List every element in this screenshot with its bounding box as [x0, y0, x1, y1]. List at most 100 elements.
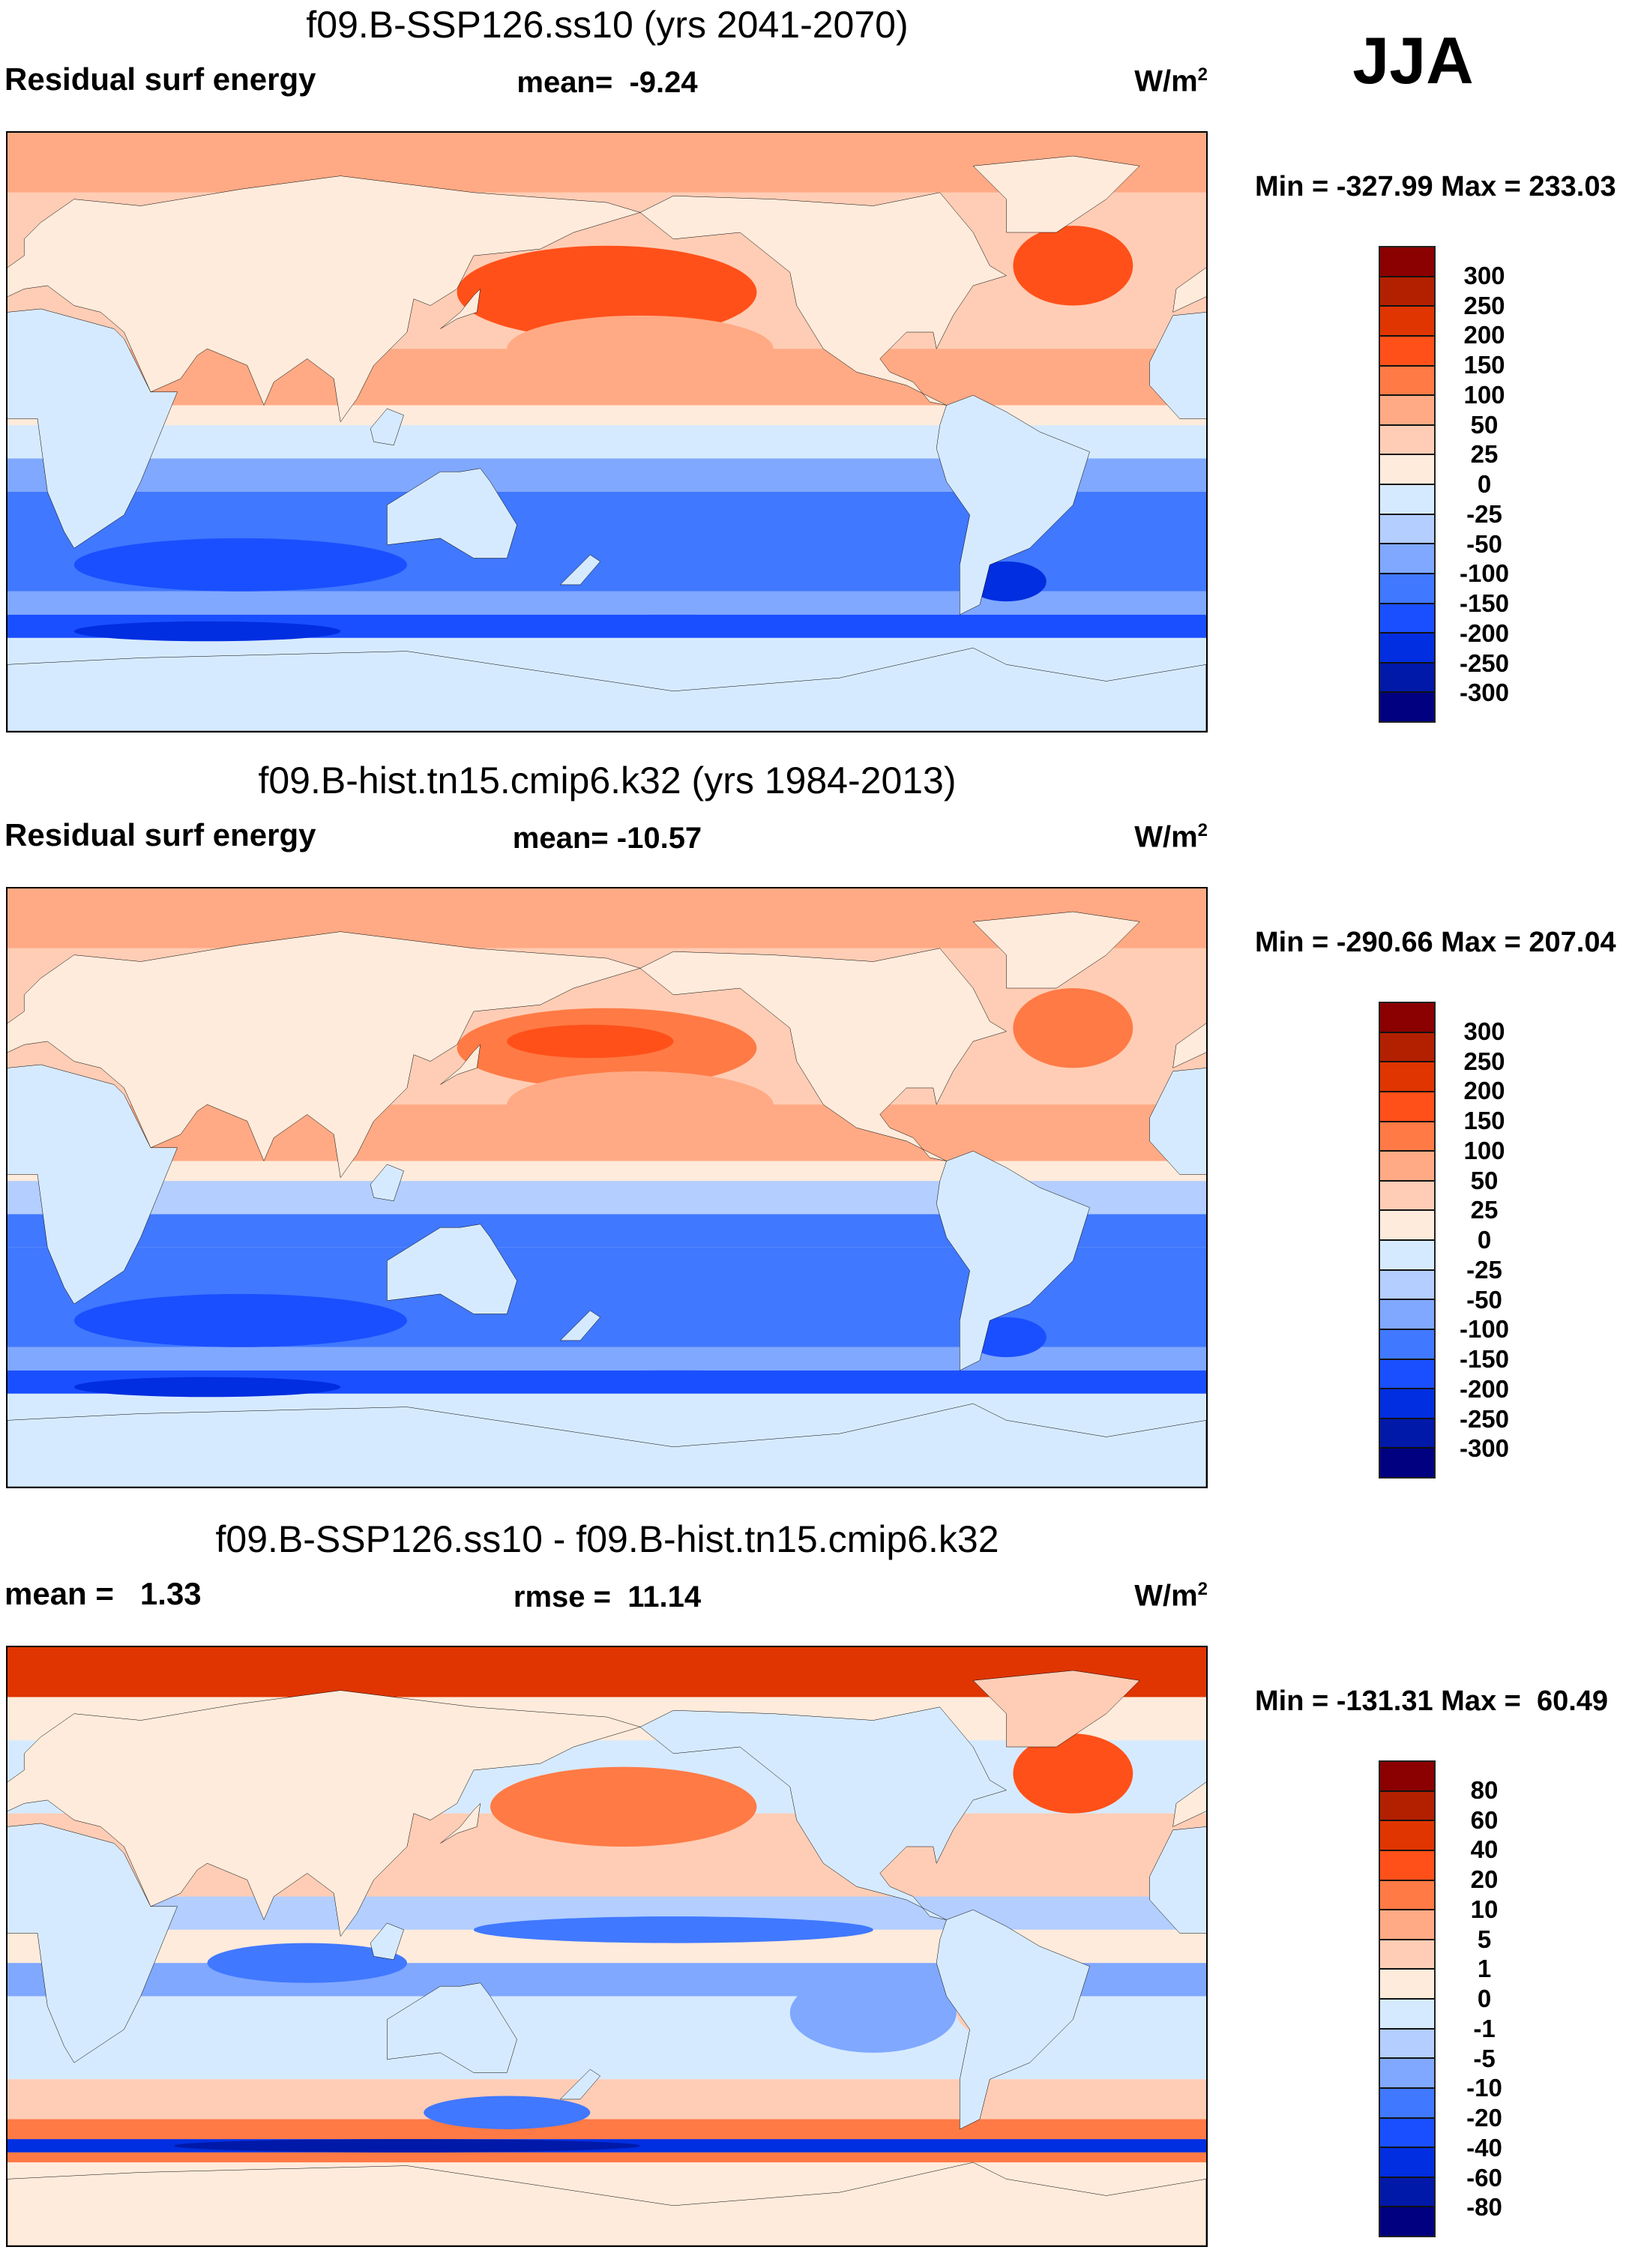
continent-borneo: [370, 1923, 403, 1960]
field-anomaly: [73, 538, 407, 592]
latitude-band: [7, 2079, 1206, 2120]
latitude-band: [7, 1161, 1206, 1182]
units-sup: 2: [1197, 1579, 1208, 1599]
continent-greenland: [973, 1670, 1139, 1747]
colorbar-swatch: [1380, 1762, 1434, 1792]
field-anomaly: [73, 621, 341, 642]
colorbar-tick-label: -60: [1466, 2163, 1502, 2192]
colorbar-tick-label: -200: [1459, 619, 1510, 647]
continent-africa: [1149, 1065, 1206, 1304]
colorbar-tick-label: -1: [1473, 2014, 1496, 2042]
map-plot: [6, 131, 1208, 733]
colorbar-swatch: [1380, 485, 1434, 515]
colorbar-swatch: [1380, 1449, 1434, 1477]
field-anomaly: [473, 1370, 873, 1391]
field-anomaly: [457, 245, 757, 339]
season-label: JJA: [1352, 23, 1474, 97]
colorbar-tick-label: 20: [1470, 1865, 1499, 1893]
colorbar-swatch: [1380, 1419, 1434, 1449]
continent-eurasia: [1173, 176, 1206, 422]
colorbar-swatch: [1380, 1880, 1434, 1911]
colorbar-swatch: [1380, 1270, 1434, 1301]
variable-label: Residual surf energy: [4, 61, 316, 97]
colorbar-swatch: [1380, 663, 1434, 694]
colorbar-tick-label: 1: [1477, 1955, 1492, 1983]
colorbar-tick-label: -25: [1466, 499, 1502, 528]
colorbar-tick-label: 25: [1470, 1196, 1499, 1224]
min-max-label: Min = -327.99 Max = 233.03: [1255, 171, 1616, 202]
colorbar-tick-label: -25: [1466, 1255, 1502, 1284]
colorbar-tick-label: -250: [1459, 1404, 1510, 1433]
map-plot: [6, 1646, 1208, 2247]
colorbar-tick-label: 0: [1477, 470, 1492, 498]
continent-borneo: [370, 1164, 403, 1201]
continent-africa: [1149, 1823, 1206, 2063]
colorbar-swatch: [1380, 1062, 1434, 1092]
map-svg: [7, 888, 1206, 1487]
units-label: W/m2: [1134, 1579, 1208, 1613]
latitude-band: [7, 2119, 1206, 2140]
colorbar-tick-label: 80: [1470, 1775, 1499, 1804]
colorbar: [1379, 1760, 1436, 2237]
variable-label: Residual surf energy: [4, 817, 316, 852]
panel-title: f09.B-SSP126.ss10 (yrs 2041-2070): [306, 4, 909, 46]
field-anomaly: [174, 2139, 640, 2153]
map-plot: [6, 887, 1208, 1488]
colorbar-swatch: [1380, 1181, 1434, 1212]
colorbar-swatch: [1380, 1389, 1434, 1419]
colorbar-swatch: [1380, 1092, 1434, 1122]
field-anomaly: [473, 1916, 873, 1943]
continent-australia: [387, 1983, 517, 2073]
colorbar: [1379, 246, 1436, 723]
continent-namerica: [640, 1707, 1007, 1920]
colorbar-tick-label: -80: [1466, 2193, 1502, 2222]
continent-samerica: [936, 1910, 1089, 2129]
field-anomaly: [424, 2096, 591, 2129]
field-anomaly: [507, 1071, 774, 1138]
field-anomaly: [1013, 1733, 1133, 1814]
colorbar-tick-label: 250: [1463, 291, 1505, 319]
colorbar-tick-label: 200: [1463, 321, 1505, 349]
continent-eurasia: [7, 932, 640, 1178]
colorbar-tick-label: -5: [1473, 2044, 1496, 2072]
colorbar-tick-label: 250: [1463, 1047, 1505, 1075]
map-svg: [7, 133, 1206, 731]
colorbar-swatch: [1380, 1329, 1434, 1360]
field-anomaly: [507, 315, 774, 382]
colorbar: [1379, 1002, 1436, 1479]
colorbar-tick-label: -100: [1459, 1315, 1510, 1344]
field-anomaly: [507, 1024, 674, 1059]
colorbar-swatch: [1380, 455, 1434, 485]
colorbar-swatch: [1380, 1003, 1434, 1033]
colorbar-tick-label: 150: [1463, 1107, 1505, 1134]
colorbar-tick-label: 200: [1463, 1077, 1505, 1105]
colorbar-tick-label: -40: [1466, 2133, 1502, 2162]
colorbar-swatch: [1380, 1359, 1434, 1390]
continent-antarctica: [7, 1404, 1206, 1487]
panel-future: f09.B-SSP126.ss10 (yrs 2041-2070) Residu…: [0, 0, 1635, 754]
colorbar-swatch: [1380, 604, 1434, 634]
colorbar-swatch: [1380, 2207, 1434, 2236]
continent-eurasia: [1173, 1691, 1206, 1937]
colorbar-swatch: [1380, 2118, 1434, 2149]
mean-label: mean = 1.33: [4, 1576, 202, 1611]
field-anomaly: [1013, 226, 1133, 306]
panel-title: f09.B-hist.tn15.cmip6.k32 (yrs 1984-2013…: [258, 759, 957, 801]
continent-greenland: [973, 156, 1139, 232]
field-anomaly: [207, 1943, 407, 1983]
colorbar-tick-label: -20: [1466, 2104, 1502, 2132]
continent-australia: [387, 1224, 517, 1314]
colorbar-tick-label: -50: [1466, 1285, 1502, 1314]
colorbar-tick-label: 150: [1463, 351, 1505, 379]
continent-japan: [440, 1803, 480, 1843]
colorbar-swatch: [1380, 1910, 1434, 1940]
mean-label: mean= -10.57: [512, 822, 702, 855]
continent-nz: [560, 2069, 600, 2099]
continent-greenland: [973, 912, 1139, 988]
colorbar-tick-label: -200: [1459, 1374, 1510, 1403]
colorbar-tick-label: -300: [1459, 679, 1510, 707]
units-label: W/m2: [1134, 820, 1208, 854]
units-label: W/m2: [1134, 64, 1208, 98]
colorbar-swatch: [1380, 1032, 1434, 1063]
mean-label: mean= -9.24: [517, 66, 698, 99]
